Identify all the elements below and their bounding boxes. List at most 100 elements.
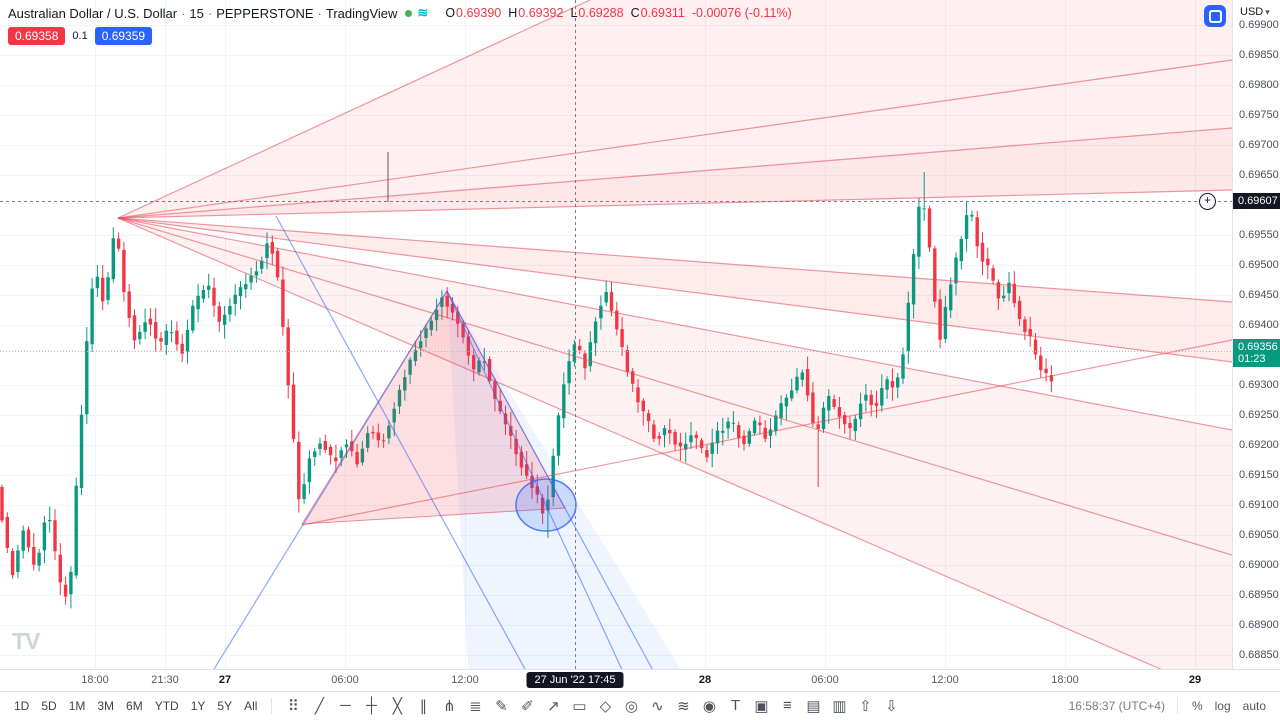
channel-line-5[interactable] — [117, 217, 1232, 363]
crosshair-time-tooltip: 27 Jun '22 17:45 — [526, 672, 624, 688]
price-scale-currency-button[interactable]: USD ▾ — [1240, 6, 1270, 18]
cross-line-icon[interactable]: ┼ — [366, 697, 377, 714]
time-tick-label: 06:00 — [331, 674, 359, 686]
channel-line-7[interactable] — [117, 217, 1232, 556]
support-trendline[interactable] — [301, 339, 1232, 526]
range-6m-button[interactable]: 6M — [120, 696, 149, 716]
blue-trendline-4[interactable] — [446, 290, 669, 669]
arrow-down-icon[interactable]: ⇩ — [885, 698, 898, 715]
time-tick-label: 29 — [1188, 674, 1202, 686]
polyline-icon[interactable]: ∿ — [651, 698, 664, 715]
exchange-label[interactable]: PEPPERSTONE — [216, 5, 314, 21]
channel-line-4[interactable] — [117, 217, 1232, 303]
arrow-up-icon[interactable]: ⇧ — [859, 698, 872, 715]
candlestick-series — [0, 172, 1054, 609]
platform-label[interactable]: TradingView — [325, 5, 398, 21]
chart-legend: Australian Dollar / U.S. Dollar · 15 · P… — [8, 5, 792, 45]
time-tick-label: 06:00 — [811, 674, 839, 686]
bars-pattern-icon[interactable]: ▥ — [832, 698, 847, 715]
chart-area[interactable]: Australian Dollar / U.S. Dollar · 15 · P… — [0, 0, 1232, 669]
price-tick-label: 0.69250 — [1239, 409, 1279, 421]
ohlc-values: O 0.69390 H 0.69392 L 0.69288 C 0.69311 — [438, 6, 685, 20]
trend-line-icon[interactable]: ╱ — [314, 698, 324, 715]
chart-canvas[interactable] — [0, 0, 1232, 669]
horizontal-line-icon[interactable]: ─ — [340, 697, 351, 714]
drawing-tools: ⠿ ╱ ─ ┼ ╳ ∥ ⋔ ≣ ✎ ✐ ↗ ▭ ◇ ◎ ∿ ≋ ◉ T ▣ ≡ ▤ ▥ ⇧ ⇩ — [280, 697, 904, 715]
sell-button[interactable]: 0.69358 — [8, 27, 66, 45]
price-tick-label: 0.68900 — [1239, 619, 1279, 631]
open-label: O — [445, 6, 456, 20]
range-1y-button[interactable]: 1Y — [185, 696, 212, 716]
blue-trendline-1[interactable] — [275, 215, 542, 669]
time-tick-label: 18:00 — [1051, 674, 1079, 686]
buy-button[interactable]: 0.69359 — [94, 27, 153, 45]
fib-retracement-icon[interactable]: ≣ — [469, 698, 482, 715]
pitchfork-icon[interactable]: ⋔ — [443, 698, 456, 715]
time-tick-label: 21:30 — [151, 674, 179, 686]
channel-line-1[interactable] — [117, 59, 1232, 219]
range-ytd-button[interactable]: YTD — [149, 696, 185, 716]
separator: · — [181, 5, 186, 21]
price-tick-label: 0.69300 — [1239, 379, 1279, 391]
interval-label[interactable]: 15 — [189, 5, 204, 21]
marker-icon[interactable]: ✐ — [521, 698, 534, 715]
time-axis[interactable]: 18:00 21:30 27 06:00 12:00 28 06:00 12:00 18:00 2… — [0, 669, 1280, 692]
market-status-dot — [405, 9, 413, 17]
range-5d-button[interactable]: 5D — [35, 696, 62, 716]
log-scale-button[interactable]: log — [1209, 696, 1237, 716]
toolbar-divider — [271, 698, 273, 714]
parallel-channel-icon[interactable]: ∥ — [419, 698, 428, 715]
symbol-title[interactable]: Australian Dollar / U.S. Dollar — [8, 5, 178, 21]
volume-profile-icon[interactable]: ▤ — [806, 698, 821, 715]
plus-button-icon[interactable]: + — [1199, 193, 1216, 210]
broker-widget-icon[interactable] — [1204, 5, 1226, 27]
rotated-rectangle-icon[interactable]: ◇ — [599, 698, 612, 715]
range-1d-button[interactable]: 1D — [8, 696, 35, 716]
price-tick-label: 0.69150 — [1239, 469, 1279, 481]
price-tick-label: 0.69900 — [1239, 19, 1279, 31]
arrow-icon[interactable]: ↗ — [547, 698, 560, 715]
range-5y-button[interactable]: 5Y — [211, 696, 238, 716]
channel-line-8[interactable] — [117, 217, 1232, 669]
time-tick-label: 28 — [698, 674, 712, 686]
price-tick-label: 0.69200 — [1239, 439, 1279, 451]
channel-line-6[interactable] — [117, 217, 1232, 431]
symbol-row: Australian Dollar / U.S. Dollar · 15 · P… — [8, 5, 792, 21]
ellipse-drawing[interactable] — [515, 478, 577, 532]
text-icon[interactable]: T — [730, 697, 740, 714]
channel-line-3[interactable] — [117, 189, 1232, 219]
range-3m-button[interactable]: 3M — [91, 696, 120, 716]
trend-angle-icon[interactable]: ╳ — [392, 698, 402, 715]
ellipse-icon[interactable]: ◎ — [624, 698, 638, 715]
last-price-badge: 0.69356 01:23 — [1233, 339, 1280, 367]
elliott-wave-icon[interactable]: ≋ — [677, 698, 690, 715]
price-tick-label: 0.69750 — [1239, 109, 1279, 121]
range-1m-button[interactable]: 1M — [63, 696, 92, 716]
price-tick-label: 0.69100 — [1239, 499, 1279, 511]
drawings-dock-icon[interactable]: ⠿ — [287, 698, 299, 715]
price-note-icon[interactable]: ≡ — [783, 697, 792, 714]
price-axis[interactable]: USD ▾ 0.69900 0.69850 0.69800 0.69750 0.6970… — [1232, 0, 1280, 669]
separator: · — [207, 5, 213, 21]
range-all-button[interactable]: All — [238, 696, 263, 716]
price-tick-label: 0.69550 — [1239, 229, 1279, 241]
rectangle-icon[interactable]: ▭ — [572, 698, 587, 715]
low-value: 0.69288 — [578, 6, 624, 20]
callout-icon[interactable]: ▣ — [754, 698, 769, 715]
chevron-down-icon: ▾ — [1265, 6, 1270, 17]
stream-icon[interactable]: ≋ — [417, 5, 429, 20]
blue-trendline-2[interactable] — [195, 290, 448, 669]
auto-scale-button[interactable]: auto — [1237, 696, 1272, 716]
percent-scale-button[interactable]: % — [1186, 696, 1209, 716]
price-tick-label: 0.69050 — [1239, 529, 1279, 541]
prediction-icon[interactable]: ◉ — [702, 698, 716, 715]
upper-channel-fill[interactable] — [118, 0, 1232, 218]
price-tick-label: 0.69850 — [1239, 49, 1279, 61]
brush-icon[interactable]: ✎ — [495, 698, 508, 715]
price-tick-label: 0.69700 — [1239, 139, 1279, 151]
channel-upper-edge[interactable] — [117, 0, 591, 219]
channel-line-2[interactable] — [117, 127, 1232, 219]
bid-ask-row: 0.69358 0.1 0.69359 — [8, 27, 792, 45]
clock[interactable]: 16:58:37 (UTC+4) — [1068, 699, 1165, 713]
blue-trendline-3[interactable] — [446, 290, 636, 669]
